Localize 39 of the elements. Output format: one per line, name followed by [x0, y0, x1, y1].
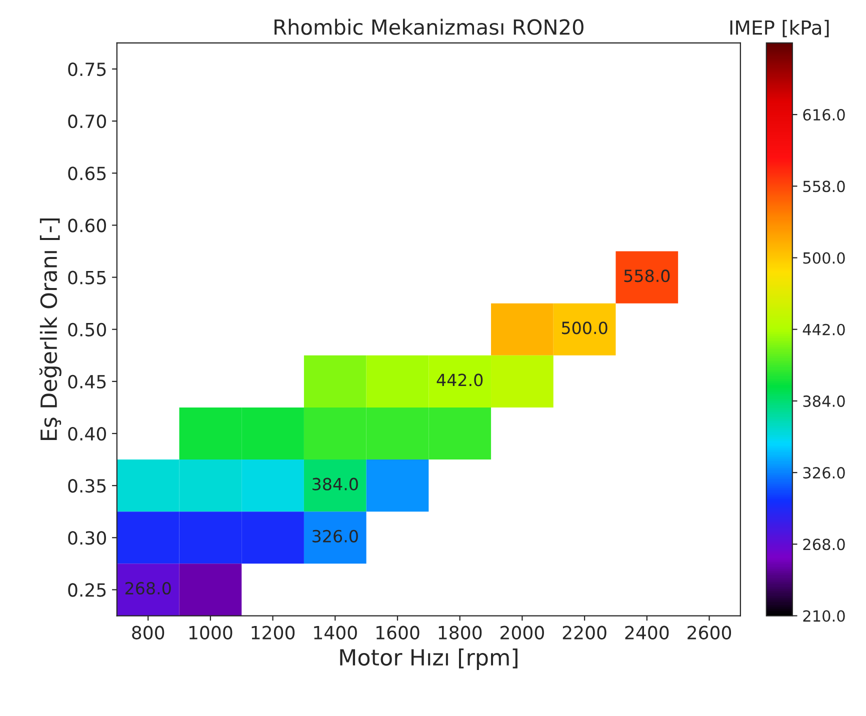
color-bar-label: 558.0	[803, 180, 845, 192]
y-tick-label: 0.70	[68, 114, 106, 128]
y-tick-label: 0.65	[68, 166, 106, 180]
data-label: 326.0	[312, 530, 358, 542]
data-label: 442.0	[436, 374, 483, 386]
color-bar-label: 384.0	[803, 395, 845, 407]
y-tick-label: 0.50	[68, 322, 106, 336]
x-tick-label: 1400	[314, 626, 357, 640]
y-tick-label: 0.25	[68, 583, 106, 597]
x-tick-label: 2600	[688, 626, 732, 640]
x-tick-label: 2200	[562, 626, 606, 640]
x-tick-label: 1000	[189, 626, 232, 640]
color-bar-label: 210.0	[803, 610, 845, 622]
data-label: 558.0	[624, 270, 670, 282]
data-label: 268.0	[125, 582, 171, 595]
x-tick-label: 1800	[438, 626, 482, 640]
color-bar-label: 268.0	[803, 538, 845, 550]
x-tick-label: 1600	[376, 626, 420, 640]
x-tick-label: 1200	[252, 626, 295, 640]
y-axis-title: Eş Değerlik Oranı [-]	[39, 218, 62, 440]
x-tick-label: 2000	[500, 626, 544, 640]
y-tick-label: 0.75	[68, 62, 106, 76]
y-tick-label: 0.45	[68, 374, 106, 389]
chart-title: Rhombic Mekanizması RON20	[274, 18, 584, 35]
y-tick-label: 0.55	[68, 270, 106, 284]
x-tick-label: 800	[132, 626, 164, 640]
y-tick-label: 0.40	[68, 426, 106, 441]
data-label: 500.0	[562, 322, 608, 334]
color-bar-label: 616.0	[803, 109, 845, 121]
y-tick-label: 0.35	[68, 479, 106, 493]
color-bar-label: 500.0	[803, 252, 845, 264]
color-bar-label: 326.0	[803, 467, 845, 479]
y-tick-label: 0.30	[68, 531, 106, 545]
color-bar-label: 442.0	[802, 324, 845, 336]
x-tick-label: 2400	[625, 626, 669, 640]
y-tick-label: 0.60	[68, 218, 106, 232]
color-bar-title: IMEP [kPa]	[730, 20, 829, 38]
data-label: 384.0	[312, 478, 358, 490]
x-axis-title: Motor Hızı [rpm]	[340, 648, 518, 670]
